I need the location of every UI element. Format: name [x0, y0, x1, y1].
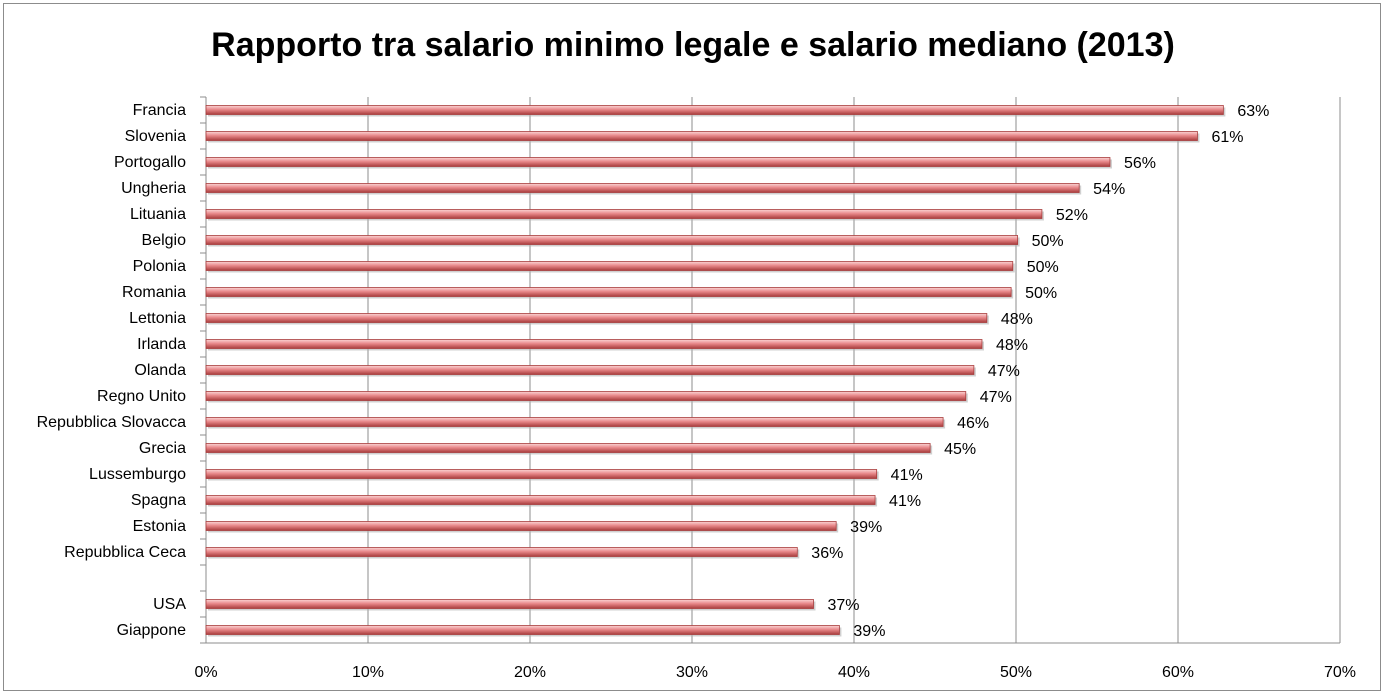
bar — [205, 339, 983, 349]
data-label: 63% — [1237, 103, 1269, 120]
category-label: Portogallo — [114, 154, 186, 171]
data-label: 41% — [891, 467, 923, 484]
category-label: USA — [153, 596, 186, 613]
category-label: Lettonia — [129, 310, 186, 327]
category-label: Francia — [133, 102, 186, 119]
bar — [205, 365, 975, 375]
x-tick-label: 60% — [1162, 664, 1194, 681]
x-tick-label: 40% — [838, 664, 870, 681]
data-label: 48% — [1001, 311, 1033, 328]
bar — [205, 599, 814, 609]
category-label: Grecia — [139, 440, 186, 457]
bar — [205, 625, 840, 635]
x-tick-label: 0% — [194, 664, 217, 681]
data-label: 47% — [980, 389, 1012, 406]
x-tick-label: 50% — [1000, 664, 1032, 681]
bar — [205, 209, 1043, 219]
bar — [205, 443, 931, 453]
data-label: 56% — [1124, 155, 1156, 172]
bar — [205, 495, 876, 505]
category-label: Irlanda — [137, 336, 186, 353]
x-tick-label: 20% — [514, 664, 546, 681]
category-label: Ungheria — [121, 180, 186, 197]
category-label: Romania — [122, 284, 186, 301]
x-tick-label: 30% — [676, 664, 708, 681]
data-label: 41% — [889, 493, 921, 510]
category-label: Belgio — [142, 232, 187, 249]
category-label: Polonia — [133, 258, 186, 275]
bar — [205, 547, 798, 557]
data-label: 61% — [1211, 129, 1243, 146]
bar — [205, 417, 944, 427]
data-label: 48% — [996, 337, 1028, 354]
bar — [205, 521, 837, 531]
data-label: 46% — [957, 415, 989, 432]
data-label: 47% — [988, 363, 1020, 380]
data-label: 50% — [1032, 233, 1064, 250]
category-label: Repubblica Ceca — [64, 544, 186, 561]
data-label: 39% — [850, 519, 882, 536]
category-label: Estonia — [133, 518, 186, 535]
data-label: 37% — [828, 597, 860, 614]
bar — [205, 391, 967, 401]
category-label: Spagna — [131, 492, 186, 509]
category-label: Slovenia — [125, 128, 186, 145]
data-label: 52% — [1056, 207, 1088, 224]
data-label: 45% — [944, 441, 976, 458]
bar — [205, 131, 1198, 141]
bar — [205, 183, 1080, 193]
bar — [205, 235, 1019, 245]
data-label: 50% — [1025, 285, 1057, 302]
bar — [205, 261, 1014, 271]
data-label: 54% — [1093, 181, 1125, 198]
category-label: Lussemburgo — [89, 466, 186, 483]
chart-title: Rapporto tra salario minimo legale e sal… — [211, 26, 1175, 64]
data-label: 39% — [853, 623, 885, 640]
category-label: Repubblica Slovacca — [37, 414, 187, 431]
category-label: Olanda — [134, 362, 186, 379]
x-tick-label: 10% — [352, 664, 384, 681]
x-tick-label: 70% — [1324, 664, 1356, 681]
data-label: 50% — [1027, 259, 1059, 276]
category-label: Giappone — [117, 622, 186, 639]
bar — [205, 313, 988, 323]
category-label: Lituania — [130, 206, 186, 223]
bar — [205, 105, 1224, 115]
category-label: Regno Unito — [97, 388, 186, 405]
data-label: 36% — [811, 545, 843, 562]
bar — [205, 287, 1012, 297]
bar — [205, 157, 1111, 167]
bar — [205, 469, 878, 479]
